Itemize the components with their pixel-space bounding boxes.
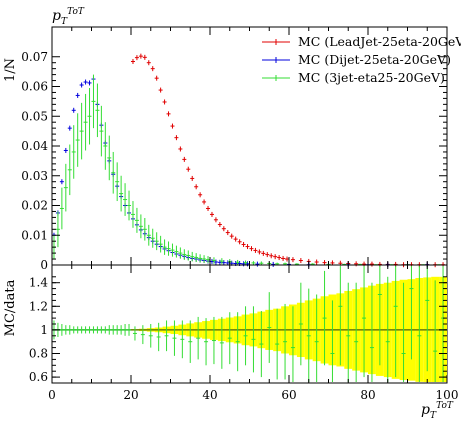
ratio-x-tick-label: 40 — [202, 388, 217, 402]
ratio-x-tick-label: 60 — [281, 388, 296, 402]
ratio-y-tick-label: 0.6 — [29, 370, 48, 384]
ratio-y-ticks: 0.6 0.8 1 1.2 1.4 — [29, 276, 447, 384]
ratio-x-tick-label: 20 — [123, 388, 138, 402]
main-y-tick-label: 0.01 — [21, 228, 48, 242]
main-y-tick-label: 0.02 — [21, 199, 48, 213]
ratio-x-tick-label: 0 — [48, 388, 56, 402]
legend-entry-label: MC (3jet-eta25-20GeV) — [298, 70, 445, 85]
ratio-panel: 0.6 0.8 1 1.2 1.4 0 20 40 60 80 100 MC/data — [3, 264, 458, 402]
legend-entry-label: MC (Dijet-25eta-20GeV) — [298, 52, 451, 67]
ratio-y-tick-label: 1.2 — [29, 299, 48, 313]
main-panel: 0 0.01 0.02 0.03 0.04 0.05 0.06 0.07 1/N — [3, 26, 448, 272]
ratio-y-tick-label: 1.4 — [29, 276, 48, 290]
main-x-ticks — [51, 27, 448, 265]
series-2 — [51, 74, 442, 266]
svg-text:pTToT: pTToT — [421, 401, 454, 421]
main-y-tick-label: 0 — [40, 258, 48, 272]
legend: MC (LeadJet-25eta-20GeV) MC (Dijet-25eta-… — [262, 34, 461, 85]
ratio-x-tick-label: 100 — [436, 388, 459, 402]
legend-entry-label: MC (LeadJet-25eta-20GeV) — [298, 34, 461, 49]
main-y-tick-label: 0.04 — [21, 139, 48, 153]
top-axis-title: pTToT — [52, 7, 85, 27]
ratio-series-layer — [51, 266, 447, 382]
ratio-x-ticks: 0 20 40 60 80 100 — [48, 265, 458, 402]
series-1 — [51, 76, 430, 268]
main-y-tick-label: 0.06 — [21, 80, 48, 94]
svg-text:pTToT: pTToT — [52, 7, 85, 27]
ratio-y-tick-label: 1 — [40, 323, 48, 337]
ratio-y-axis-label: MC/data — [3, 279, 18, 336]
series-0 — [130, 53, 446, 268]
main-y-tick-label: 0.03 — [21, 169, 48, 183]
ratio-x-tick-label: 80 — [360, 388, 375, 402]
main-y-tick-label: 0.05 — [21, 109, 48, 123]
main-series-layer — [51, 53, 446, 268]
ratio-y-tick-label: 0.8 — [29, 347, 48, 361]
main-y-ticks: 0 0.01 0.02 0.03 0.04 0.05 0.06 0.07 — [21, 50, 447, 272]
main-y-axis-label: 1/N — [3, 58, 18, 82]
main-y-tick-label: 0.07 — [21, 50, 48, 64]
x-axis-title: pTToT — [421, 401, 454, 421]
